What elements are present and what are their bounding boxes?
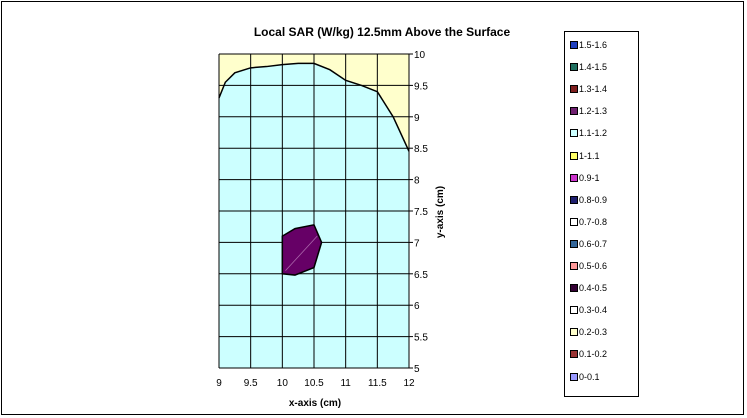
legend-swatch xyxy=(570,107,578,116)
x-tick-label-0: 9 xyxy=(216,378,222,389)
legend-label: 1.3-1.4 xyxy=(579,84,608,95)
y-tick-label-0: 5 xyxy=(414,364,420,375)
y-tick-label-1: 5.5 xyxy=(414,333,428,344)
legend-swatch xyxy=(570,151,578,160)
legend-label: 0.2-0.3 xyxy=(579,327,608,338)
legend-item: 0-0.1 xyxy=(570,370,600,384)
y-tick-label-8: 9 xyxy=(414,113,420,124)
y-tick-label-7: 8.5 xyxy=(414,144,428,155)
legend-swatch xyxy=(570,262,578,270)
legend-item: 1.2-1.3 xyxy=(570,104,607,118)
legend-swatch xyxy=(570,195,578,204)
legend-swatch xyxy=(570,85,578,94)
y-tick-label-10: 10 xyxy=(414,50,426,61)
legend-swatch xyxy=(570,306,578,315)
legend-swatch xyxy=(570,41,578,49)
y-tick-label-4: 7 xyxy=(414,238,420,249)
legend: 1.5-1.6 1.4-1.5 1.3-1.4 1.2-1.3 1.1-1.2 1-1.1… xyxy=(564,31,639,397)
legend-swatch xyxy=(570,173,578,182)
legend-label: 0.9-1 xyxy=(579,172,600,183)
x-tick-label-5: 11.5 xyxy=(368,378,387,389)
legend-item: 0.2-0.3 xyxy=(570,325,607,339)
legend-swatch xyxy=(570,217,578,226)
legend-label: 0.3-0.4 xyxy=(579,305,608,316)
legend-swatch xyxy=(570,63,578,72)
legend-label: 0-0.1 xyxy=(579,371,600,382)
x-tick-label-4: 11 xyxy=(340,378,351,389)
legend-label: 1.1-1.2 xyxy=(579,128,608,139)
y-tick-label-3: 6.5 xyxy=(414,270,428,281)
legend-label: 1.4-1.5 xyxy=(579,62,608,73)
region-1.2-1.3 xyxy=(281,223,323,276)
y-tick-label-6: 8 xyxy=(414,176,420,187)
y-tick-label-5: 7.5 xyxy=(414,207,428,218)
legend-item: 0.9-1 xyxy=(570,171,600,185)
legend-item: 0.3-0.4 xyxy=(570,303,607,317)
legend-label: 0.1-0.2 xyxy=(579,349,608,360)
legend-swatch xyxy=(570,328,578,337)
x-axis-label: x-axis (cm) xyxy=(289,398,341,409)
legend-item: 1-1.1 xyxy=(570,149,600,163)
chart-title: Local SAR (W/kg) 12.5mm Above the Surfac… xyxy=(254,25,511,39)
legend-label: 0.8-0.9 xyxy=(579,194,608,205)
contour-line-1.1 xyxy=(218,62,410,152)
legend-label: 1.2-1.3 xyxy=(579,106,608,117)
y-tick-label-2: 6 xyxy=(414,301,420,312)
legend-item: 0.1-0.2 xyxy=(570,347,607,361)
y-tick-label-9: 9.5 xyxy=(414,81,428,92)
x-tick-label-1: 9.5 xyxy=(244,378,258,389)
legend-item: 1.5-1.6 xyxy=(570,38,607,52)
legend-item: 0.5-0.6 xyxy=(570,259,607,273)
legend-item: 0.8-0.9 xyxy=(570,193,607,207)
legend-swatch xyxy=(570,350,578,359)
x-tick-label-3: 10.5 xyxy=(304,378,324,389)
legend-item: 0.6-0.7 xyxy=(570,237,607,251)
legend-item: 1.3-1.4 xyxy=(570,82,607,96)
legend-label: 0.6-0.7 xyxy=(579,238,608,249)
legend-label: 0.4-0.5 xyxy=(579,283,608,294)
legend-swatch xyxy=(570,129,578,138)
legend-item: 0.4-0.5 xyxy=(570,281,607,295)
legend-item: 1.1-1.2 xyxy=(570,126,607,140)
legend-item: 0.7-0.8 xyxy=(570,215,607,229)
legend-swatch xyxy=(570,239,578,248)
legend-swatch xyxy=(570,284,578,293)
region-1.2-1.3-inner xyxy=(285,235,318,271)
y-axis-label: y-axis (cm) xyxy=(435,186,446,238)
legend-label: 0.7-0.8 xyxy=(579,216,608,227)
x-tick-label-2: 10 xyxy=(277,378,289,389)
legend-item: 1.4-1.5 xyxy=(570,60,607,74)
legend-label: 1-1.1 xyxy=(579,150,600,161)
legend-swatch xyxy=(570,372,578,381)
legend-label: 1.5-1.6 xyxy=(579,40,608,50)
x-tick-label-6: 12 xyxy=(403,378,415,389)
legend-label: 0.5-0.6 xyxy=(579,261,608,271)
